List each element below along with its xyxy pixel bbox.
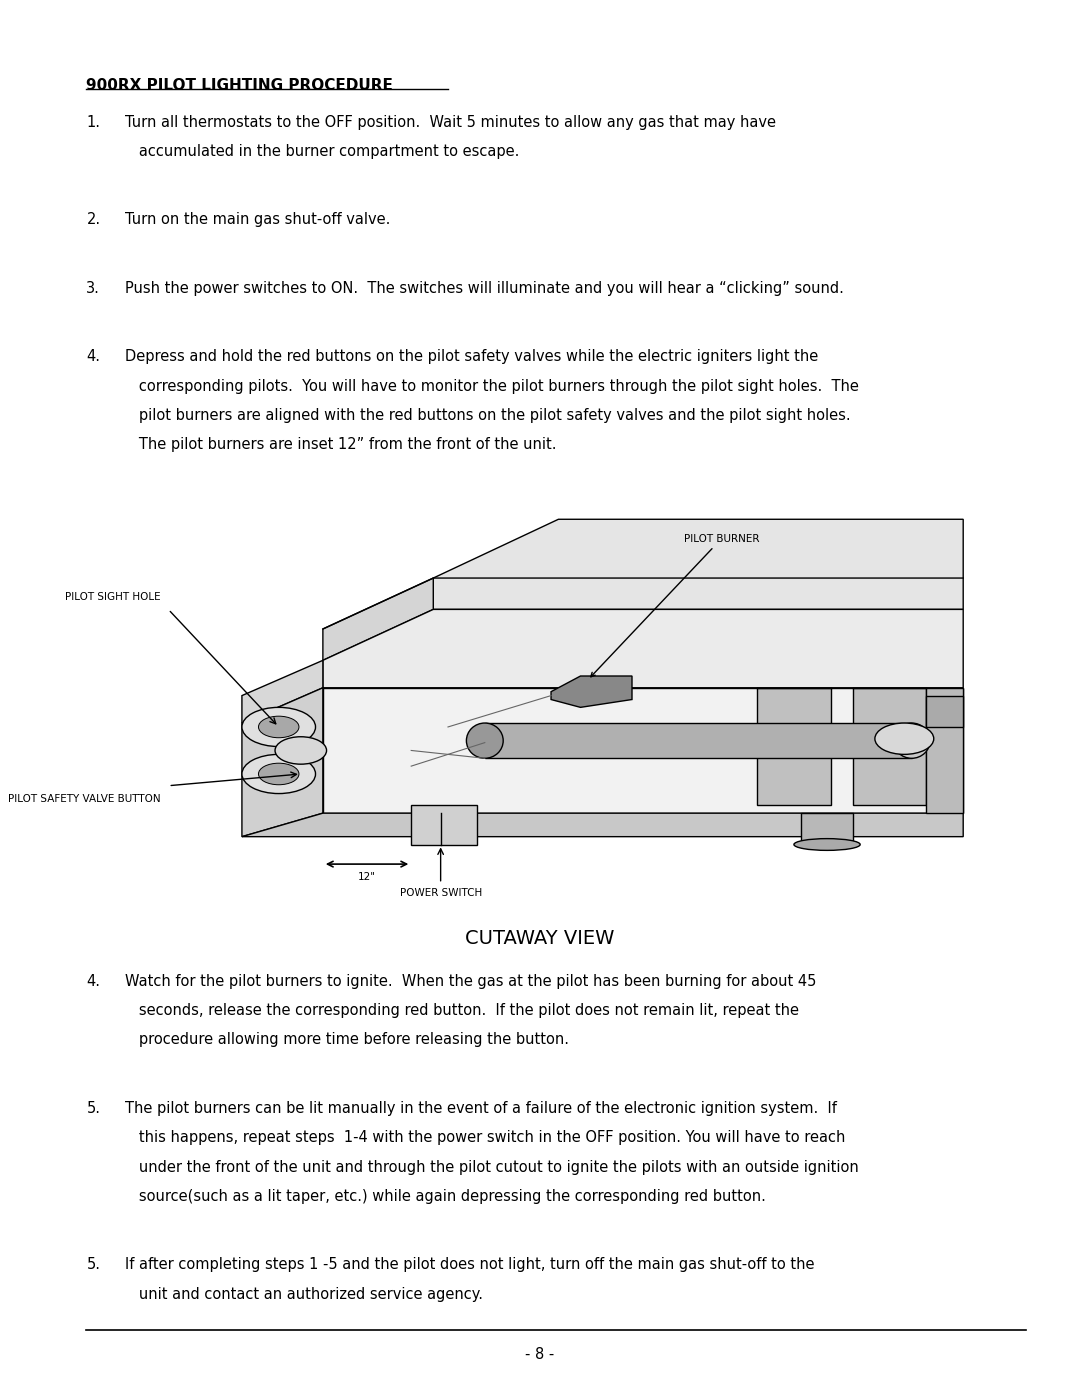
Polygon shape — [927, 687, 963, 813]
Text: CUTAWAY VIEW: CUTAWAY VIEW — [465, 929, 615, 949]
Polygon shape — [853, 687, 927, 805]
Text: this happens, repeat steps  1-4 with the power switch in the OFF position. You w: this happens, repeat steps 1-4 with the … — [125, 1130, 846, 1146]
Circle shape — [258, 763, 299, 785]
Polygon shape — [323, 609, 963, 687]
Polygon shape — [242, 687, 323, 837]
Text: Turn on the main gas shut-off valve.: Turn on the main gas shut-off valve. — [125, 212, 391, 228]
Text: procedure allowing more time before releasing the button.: procedure allowing more time before rele… — [125, 1032, 569, 1048]
Text: 4.: 4. — [86, 349, 100, 365]
Text: pilot burners are aligned with the red buttons on the pilot safety valves and th: pilot burners are aligned with the red b… — [125, 408, 851, 423]
Polygon shape — [757, 687, 831, 805]
Text: PILOT SAFETY VALVE BUTTON: PILOT SAFETY VALVE BUTTON — [9, 793, 161, 803]
Text: POWER SWITCH: POWER SWITCH — [400, 887, 482, 898]
Text: Push the power switches to ON.  The switches will illuminate and you will hear a: Push the power switches to ON. The switc… — [125, 281, 845, 296]
Text: 3.: 3. — [86, 281, 100, 296]
Text: accumulated in the burner compartment to escape.: accumulated in the burner compartment to… — [125, 144, 519, 159]
Text: If after completing steps 1 -5 and the pilot does not light, turn off the main g: If after completing steps 1 -5 and the p… — [125, 1257, 814, 1273]
Polygon shape — [927, 696, 963, 726]
Text: Watch for the pilot burners to ignite.  When the gas at the pilot has been burni: Watch for the pilot burners to ignite. W… — [125, 974, 816, 989]
Text: 5.: 5. — [86, 1101, 100, 1116]
Circle shape — [242, 754, 315, 793]
Polygon shape — [323, 687, 963, 813]
Text: 5.: 5. — [86, 1257, 100, 1273]
Text: 900RX PILOT LIGHTING PROCEDURE: 900RX PILOT LIGHTING PROCEDURE — [86, 78, 393, 94]
Circle shape — [242, 707, 315, 746]
Text: 2.: 2. — [86, 212, 100, 228]
Text: PILOT SIGHT HOLE: PILOT SIGHT HOLE — [65, 591, 161, 602]
Polygon shape — [242, 813, 963, 837]
Bar — [801, 813, 853, 845]
Text: Depress and hold the red buttons on the pilot safety valves while the electric i: Depress and hold the red buttons on the … — [125, 349, 819, 365]
Text: source(such as a lit taper, etc.) while again depressing the corresponding red b: source(such as a lit taper, etc.) while … — [125, 1189, 766, 1204]
Ellipse shape — [794, 838, 860, 851]
Polygon shape — [323, 578, 433, 661]
Text: seconds, release the corresponding red button.  If the pilot does not remain lit: seconds, release the corresponding red b… — [125, 1003, 799, 1018]
Text: 12": 12" — [359, 872, 376, 882]
Text: 4.: 4. — [86, 974, 100, 989]
Polygon shape — [551, 676, 632, 707]
Text: The pilot burners can be lit manually in the event of a failure of the electroni: The pilot burners can be lit manually in… — [125, 1101, 837, 1116]
Circle shape — [875, 724, 934, 754]
Polygon shape — [433, 520, 963, 609]
Text: unit and contact an authorized service agency.: unit and contact an authorized service a… — [125, 1287, 483, 1302]
Ellipse shape — [893, 724, 930, 759]
Text: corresponding pilots.  You will have to monitor the pilot burners through the pi: corresponding pilots. You will have to m… — [125, 379, 860, 394]
Text: Turn all thermostats to the OFF position.  Wait 5 minutes to allow any gas that : Turn all thermostats to the OFF position… — [125, 115, 777, 130]
Text: under the front of the unit and through the pilot cutout to ignite the pilots wi: under the front of the unit and through … — [125, 1160, 859, 1175]
Text: - 8 -: - 8 - — [525, 1347, 555, 1362]
Polygon shape — [242, 661, 323, 724]
Ellipse shape — [467, 724, 503, 759]
Circle shape — [258, 717, 299, 738]
Circle shape — [275, 736, 326, 764]
Text: PILOT BURNER: PILOT BURNER — [591, 534, 759, 676]
Bar — [411, 805, 477, 845]
Text: The pilot burners are inset 12” from the front of the unit.: The pilot burners are inset 12” from the… — [125, 437, 557, 453]
Bar — [485, 724, 912, 759]
Text: 1.: 1. — [86, 115, 100, 130]
